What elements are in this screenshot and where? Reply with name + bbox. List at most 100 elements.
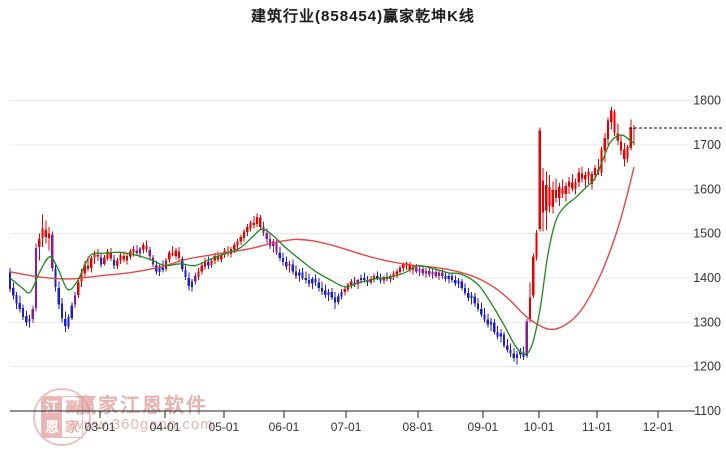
x-axis-label: 08-01 [403,420,434,434]
candle-body [125,255,129,261]
candle-body [532,256,535,296]
candle-body [363,278,366,281]
candle-body [80,272,83,282]
candle-body [41,228,44,239]
candle-body [584,175,587,180]
candle-body [320,287,324,292]
candle-body [356,280,359,285]
candle-body [528,297,532,320]
candle-body [600,149,603,173]
candle-body [15,294,18,304]
candle-body [470,295,473,298]
candle-body [18,302,21,310]
y-axis-label: 1300 [693,315,721,329]
candle-body [577,172,580,183]
candle-body [613,111,616,133]
candle-body [424,270,428,274]
candle-body [333,297,337,303]
candle-body [83,264,86,274]
candle-body [535,232,538,258]
candle-body [343,289,346,293]
candle-body [210,260,213,266]
candle-body [587,171,590,177]
candle-body [265,232,268,239]
candle-body [184,270,187,278]
y-axis-label: 1100 [694,404,721,418]
candle-body [285,262,288,267]
candle-body [376,276,379,278]
x-axis-label: 05-01 [208,420,239,434]
candle-body [538,130,541,230]
candle-body [603,137,606,151]
candle-body [428,270,431,275]
candle-body [142,245,145,250]
candle-body [90,258,93,269]
candle-body [473,296,476,304]
candle-body [512,353,515,358]
candle-body [415,267,418,272]
candle-body [314,278,317,283]
candle-body [593,168,597,176]
candle-body [509,349,512,354]
candle-body [122,255,125,260]
candle-body [421,269,424,274]
candle-body [431,271,434,275]
candle-body [483,314,486,320]
y-axis-label: 1500 [693,227,721,241]
candle-body [307,279,311,284]
candle-body [437,272,441,276]
candle-body [330,292,333,298]
candle-body [259,217,262,228]
candle-body [278,252,281,259]
candle-body [366,280,369,283]
candle-body [369,278,372,283]
candle-body [548,187,551,207]
candle-body [327,292,330,295]
candle-body [580,173,584,179]
candle-body [203,261,207,267]
candle-body [148,250,151,257]
x-axis-label: 12-01 [643,420,674,434]
candle-body [272,241,275,247]
candle-body [288,263,291,266]
candle-body [25,316,28,323]
candle-body [441,272,444,277]
candle-body [457,280,460,284]
candle-body [93,253,96,258]
candle-body [294,271,298,276]
candle-body [460,281,463,288]
candle-body [242,231,246,239]
y-axis-label: 1700 [693,138,721,152]
candle-body [626,147,629,159]
candle-body [525,321,528,357]
candle-body [379,278,382,281]
candle-body [268,238,272,247]
candle-body [571,182,574,189]
candle-body [499,333,502,337]
candle-body [454,279,457,284]
candle-body [200,265,203,272]
candle-body [515,354,519,358]
candle-body [337,296,340,302]
candle-body [132,249,135,253]
candle-body [623,149,626,160]
candle-body [220,254,223,260]
candle-body [73,295,77,305]
candle-body [392,273,395,277]
candle-body [281,258,285,263]
candle-body [382,277,385,281]
candle-body [606,120,610,139]
candle-body [34,247,38,309]
candle-body [249,222,252,229]
candle-body [629,127,632,149]
candle-body [161,267,164,271]
x-axis-label: 07-01 [331,420,362,434]
candle-body [558,187,561,199]
candle-body [590,173,593,185]
ma-line-short [9,134,635,355]
candle-body [496,332,499,337]
candle-body [77,282,80,295]
candle-body [291,264,294,272]
candle-body [467,293,470,298]
